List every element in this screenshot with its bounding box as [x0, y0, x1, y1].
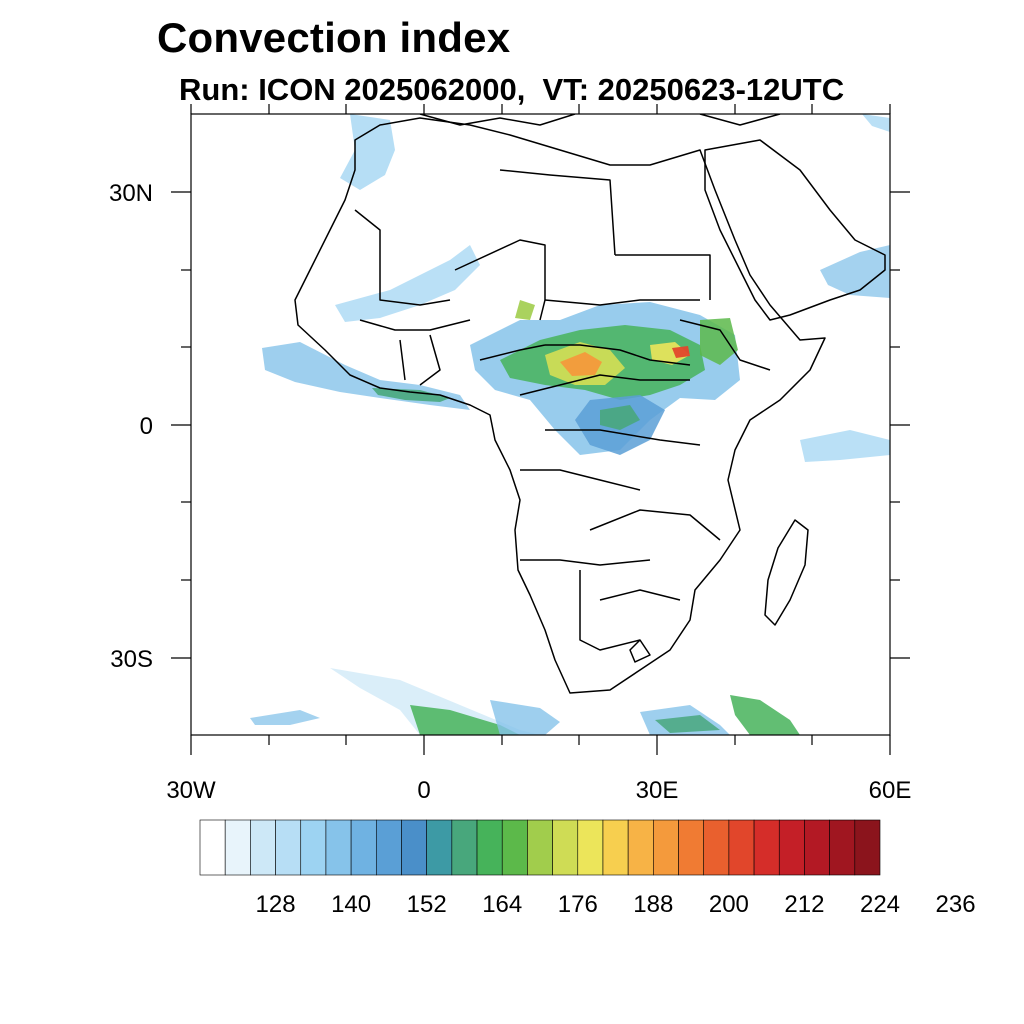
colorbar-swatch [753, 819, 780, 876]
colorbar-tick-label: 200 [709, 891, 749, 918]
colorbar-swatch [854, 819, 881, 876]
colorbar-swatch [375, 819, 402, 876]
lon-label-0: 0 [417, 777, 430, 804]
colorbar-swatch [728, 819, 755, 876]
lat-tick-labels: 30N 0 30S [109, 180, 153, 673]
colorbar-swatch [653, 819, 679, 876]
colorbar-swatch [678, 819, 705, 876]
colorbar-tick-label: 164 [482, 891, 522, 918]
colorbar-tick-label: 236 [936, 891, 976, 918]
colorbar-swatch [199, 819, 226, 876]
africa-coastline [294, 117, 826, 694]
colorbar-swatch [350, 819, 377, 876]
colorbar-swatch [275, 819, 302, 876]
colorbar-swatch [577, 819, 604, 876]
map-frame [171, 104, 910, 755]
colorbar-swatch [476, 819, 503, 876]
convection-field [250, 114, 890, 735]
colorbar-swatch [426, 819, 453, 876]
arabian-peninsula [704, 139, 886, 321]
colorbar-swatch [703, 819, 730, 876]
colorbar-swatch [451, 819, 478, 876]
colorbar-swatch [401, 819, 427, 876]
colorbar-swatch [325, 819, 352, 876]
lon-label-30e: 30E [636, 777, 679, 804]
colorbar-tick-label: 188 [633, 891, 673, 918]
colorbar-swatch [250, 819, 276, 876]
lat-label-30n: 30N [109, 180, 153, 207]
colorbar-swatch [224, 819, 251, 876]
coastlines-and-borders [294, 114, 886, 694]
colorbar-swatch [300, 819, 327, 876]
colorbar-tick-label: 140 [331, 891, 371, 918]
colorbar-labels: 128 140 152 164 176 188 200 212 224 236 [256, 891, 976, 918]
chart-subtitle: Run: ICON 2025062000, VT: 20250623-12UTC [179, 72, 845, 107]
colorbar-swatch [501, 819, 528, 876]
colorbar-swatch [552, 819, 579, 876]
colorbar-swatch [627, 819, 654, 876]
colorbar-swatch [602, 819, 629, 876]
colorbar-swatch [829, 819, 856, 876]
colorbar-swatch [527, 819, 553, 876]
colorbar [199, 819, 881, 876]
colorbar-tick-label: 212 [784, 891, 824, 918]
colorbar-tick-label: 152 [407, 891, 447, 918]
chart-title: Convection index [157, 14, 511, 61]
lat-label-30s: 30S [110, 646, 153, 673]
lat-label-0: 0 [140, 413, 153, 440]
colorbar-tick-label: 128 [256, 891, 296, 918]
lon-tick-labels: 30W 0 30E 60E [166, 777, 911, 804]
madagascar-coastline [764, 519, 809, 626]
lon-label-30w: 30W [166, 777, 216, 804]
lon-label-60e: 60E [869, 777, 912, 804]
colorbar-swatch [778, 819, 805, 876]
colorbar-tick-label: 176 [558, 891, 598, 918]
colorbar-tick-label: 224 [860, 891, 900, 918]
colorbar-swatch [804, 819, 830, 876]
